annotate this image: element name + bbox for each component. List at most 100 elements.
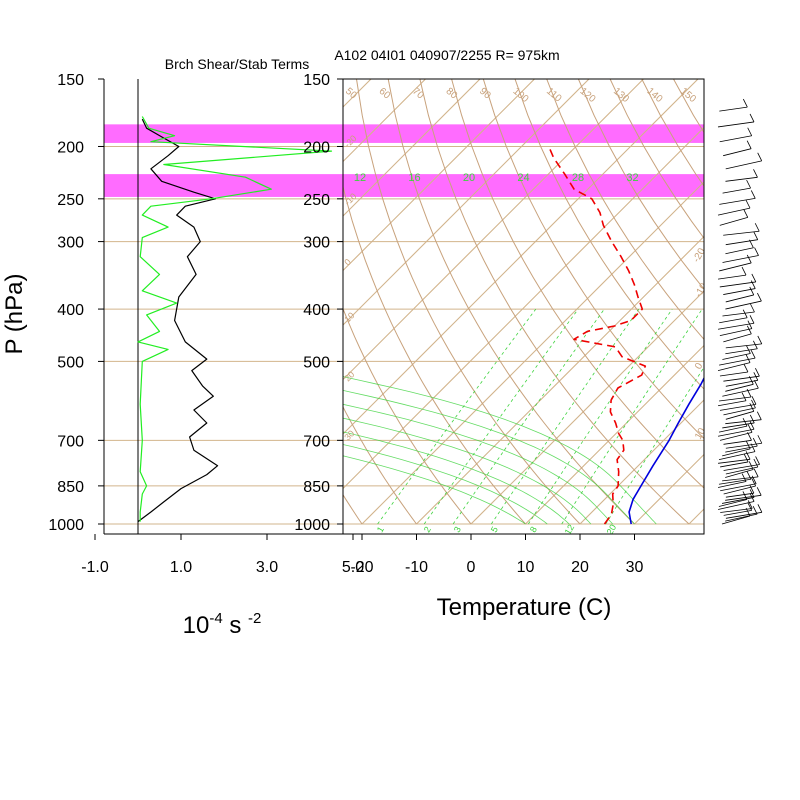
wind-barb-flag [746,179,751,189]
dry-adiabat-label: 150 [678,86,698,105]
mixing-ratio-label: 12 [563,523,577,537]
wind-barb-shaft [718,501,755,510]
right-y-tick-label: 300 [303,235,330,252]
isotherm-label: 0 [342,257,353,268]
wind-barb-flag [750,190,756,199]
wind-barb-shaft [720,461,749,468]
wind-barb-flag [749,113,755,123]
wind-barb-shaft [725,247,754,255]
isotherm-line [579,399,704,525]
wind-barb-flag [756,487,762,496]
dry-adiabat-line [482,79,704,440]
wind-barb-shaft [717,362,751,371]
isotherm-line [343,79,535,272]
wind-barb-shaft [725,343,762,349]
left-y-tick-label: 400 [57,302,84,319]
dry-adiabat-line [197,79,308,524]
wind-barb-shaft [725,419,762,425]
wind-barb-flag [743,363,749,373]
wind-barb-flag [754,223,760,232]
wind-barb-flag [755,456,760,465]
mixing-ratio-label: 3 [452,525,463,534]
isotherm-line [634,453,704,525]
right-y-tick-label: 200 [303,139,330,156]
left-x-tick-label: 1.0 [170,559,192,576]
wind-barb-flag [749,414,755,424]
left-x-tick-label: 3.0 [256,559,278,576]
wind-barb-flag [755,368,760,377]
right-y-tick-label: 700 [303,433,330,450]
mixing-ratio-line [490,308,640,525]
wind-barb-shaft [723,510,752,516]
right-y-tick-label: 400 [303,302,330,319]
moist-adiabat-line [343,417,592,525]
wind-barb-shaft [719,217,748,226]
left-pressure-gridlines [104,145,343,525]
dry-adiabat-line [673,79,704,134]
wind-barb-shaft [717,428,755,437]
wind-barb-shaft [725,445,758,453]
mixing-ratio-line [377,308,537,525]
wind-barb-shaft [719,317,748,324]
isotherm-line [343,79,590,326]
dry-adiabat-label: 110 [544,86,564,105]
right-x-tick-label: -20 [350,559,373,576]
moist-adiabat-label: 16 [408,172,420,184]
wind-barb-shaft [722,187,751,194]
mixing-ratio-label: 5 [489,525,500,534]
wind-barb-shaft [719,281,756,288]
wind-barb-shaft [719,135,752,143]
right-y-tick-label: 250 [303,192,330,209]
wind-barb-flag [743,453,749,463]
left-y-tick-label: 500 [57,354,84,371]
wind-barb-shaft [719,106,748,112]
wind-barb-flag [742,417,748,427]
wind-barb-flag [749,286,755,296]
wind-barb-flag [746,325,752,335]
dry-adiabat-line [419,79,690,525]
wind-barb-flag [746,254,752,264]
dry-adiabat-line [705,79,800,524]
dry-adiabat-line [451,79,704,489]
wind-barb-shaft [719,328,752,337]
dry-adiabat-line [343,405,417,525]
wind-barb-shaft [718,499,748,507]
mixing-ratio-label: 8 [528,525,539,534]
isotherm-edge-label: -10 [693,281,710,299]
left-x-tick-label: -1.0 [81,559,109,576]
skewt-profile-group [548,146,704,525]
wind-barb-flag [750,303,755,313]
right-x-axis-label: Temperature (C) [437,594,612,621]
wind-barb-flag [750,280,756,289]
isotherm-line [343,126,704,490]
wind-barb-flag [745,354,751,363]
dry-adiabat-line [577,79,704,290]
wind-barb-shaft [725,348,758,355]
right-x-tick-label: 10 [517,559,535,576]
left-x-label-exp2: -2 [248,610,261,627]
isotherm-line [361,181,704,525]
wind-barb-flag [749,403,755,412]
right-x-tick-label: 20 [571,559,589,576]
moist-adiabat-line [343,389,635,525]
wind-barb-flag [751,273,757,283]
mixing-ratio-line [452,308,605,525]
left-y-tick-label: 850 [57,479,84,496]
dry-adiabat-line [609,79,704,240]
shear-term-line [137,118,219,523]
wind-barb-shaft [719,396,752,402]
wind-barb-flag [749,485,755,494]
mixing-ratio-line [527,308,673,525]
wind-barb-shaft [717,481,747,488]
isotherm-line [688,508,704,525]
wind-barb-shaft [723,375,760,382]
left-x-label-exp1: -4 [209,610,222,627]
wind-barb-shaft [719,371,748,377]
left-y-tick-label: 200 [57,139,84,156]
wind-barb-shaft [725,511,762,519]
mixing-ratio-line [561,308,703,525]
wind-barb-flag [757,292,762,302]
wind-barb-shaft [719,403,757,411]
right-y-tick-label: 150 [303,72,330,89]
